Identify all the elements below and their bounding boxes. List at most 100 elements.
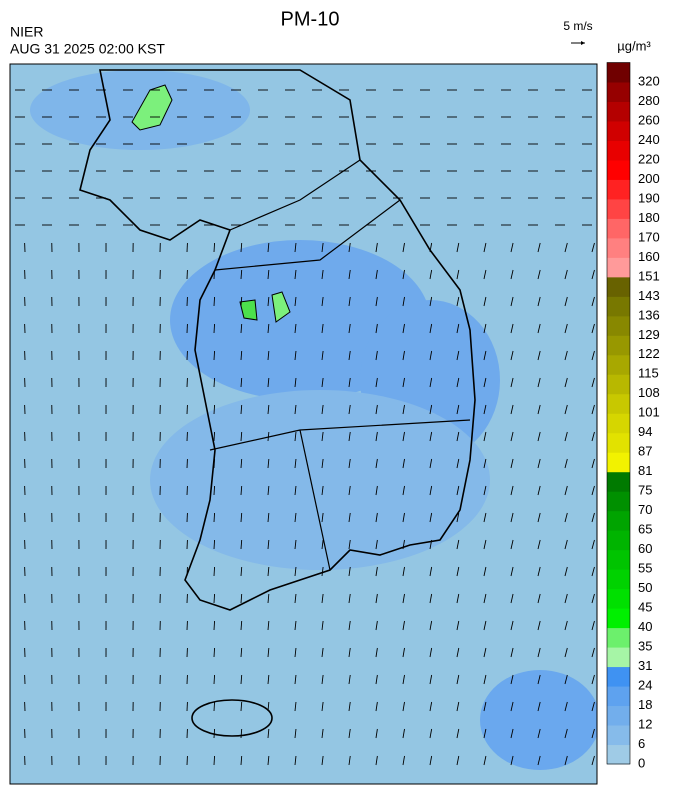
wind-arrow: [591, 404, 595, 415]
wind-arrow: [564, 647, 568, 658]
wind-arrow: [240, 620, 243, 631]
wind-arrow: [591, 377, 595, 388]
wind-arrow: [537, 539, 541, 550]
wind-arrow: [294, 620, 297, 631]
wind-arrow: [456, 431, 460, 442]
wind-arrow: [510, 350, 514, 361]
colorbar-segment: [607, 296, 630, 317]
wind-arrow: [348, 593, 351, 604]
wind-arrow: [375, 323, 378, 334]
colorbar-segment: [607, 471, 630, 492]
wind-arrow: [321, 512, 324, 523]
wind-arrow: [564, 458, 568, 469]
colorbar-tick-label: 143: [638, 288, 660, 303]
wind-arrow: [375, 539, 378, 550]
colorbar-tick-label: 108: [638, 385, 660, 400]
wind-arrow: [348, 431, 351, 442]
wind-arrow: [591, 296, 595, 307]
wind-arrow: [537, 377, 541, 388]
wind-arrow: [483, 755, 487, 766]
title: PM-10: [281, 8, 340, 30]
wind-arrow: [213, 296, 216, 307]
wind-arrow: [483, 593, 487, 604]
wind-arrow: [537, 404, 541, 415]
wind-arrow: [510, 242, 514, 253]
colorbar-tick-label: 87: [638, 444, 652, 459]
wind-arrow: [456, 674, 460, 685]
wind-arrow: [240, 755, 243, 766]
colorbar-tick-label: 115: [638, 366, 659, 381]
wind-arrow: [348, 674, 351, 685]
wind-arrow: [240, 350, 243, 361]
wind-arrow: [483, 404, 487, 415]
colorbar-segment: [607, 393, 630, 414]
wind-arrow: [402, 404, 405, 415]
colorbar-tick-label: 94: [638, 424, 652, 439]
wind-arrow: [402, 701, 405, 712]
wind-arrow: [294, 296, 297, 307]
wind-arrow: [240, 539, 243, 550]
wind-arrow: [402, 323, 405, 334]
wind-arrow: [213, 620, 216, 631]
wind-arrow: [537, 323, 541, 334]
colorbar-segment: [607, 413, 630, 434]
wind-arrow: [267, 485, 270, 496]
colorbar-segment: [607, 374, 630, 395]
wind-arrow: [321, 647, 324, 658]
colorbar-tick-label: 170: [638, 229, 660, 244]
wind-arrow: [267, 620, 270, 631]
wind-arrow: [537, 485, 541, 496]
wind-arrow: [510, 566, 514, 577]
wind-arrow: [456, 620, 460, 631]
wind-arrow: [294, 593, 297, 604]
wind-arrow: [564, 377, 568, 388]
wind-arrow: [591, 755, 595, 766]
colorbar-segment: [607, 686, 630, 707]
wind-arrow: [213, 458, 216, 469]
colorbar-segment: [607, 140, 630, 161]
wind-arrow: [483, 323, 487, 334]
wind-arrow: [375, 620, 378, 631]
wind-arrow: [375, 350, 378, 361]
wind-arrow: [429, 593, 433, 604]
wind-arrow: [429, 620, 433, 631]
wind-arrow: [348, 755, 351, 766]
wind-arrow: [564, 242, 568, 253]
jeju-island: [191, 699, 273, 737]
wind-arrow: [456, 458, 460, 469]
wind-arrow: [483, 539, 487, 550]
colorbar-segment: [607, 198, 630, 219]
wind-arrow: [456, 377, 460, 388]
wind-arrow: [348, 269, 351, 280]
wind-arrow: [429, 728, 433, 739]
wind-arrow: [213, 701, 216, 712]
colorbar-segment: [607, 179, 630, 200]
colorbar-segment: [607, 120, 630, 141]
wind-arrow: [294, 269, 297, 280]
wind-arrow: [537, 296, 541, 307]
wind-arrow: [375, 701, 378, 712]
wind-arrow: [348, 323, 351, 334]
wind-arrow: [456, 296, 460, 307]
wind-arrow: [267, 431, 270, 442]
wind-arrow: [483, 350, 487, 361]
wind-arrow: [564, 620, 568, 631]
colorbar-tick-label: 81: [638, 463, 652, 478]
wind-arrow: [537, 431, 541, 442]
colorbar-segment: [607, 354, 630, 375]
wind-arrow: [456, 647, 460, 658]
colorbar-segment: [607, 647, 630, 668]
wind-arrow: [537, 350, 541, 361]
wind-arrow: [402, 566, 405, 577]
wind-arrow: [267, 269, 270, 280]
colorbar-tick-label: 45: [638, 600, 652, 615]
wind-arrow: [564, 431, 568, 442]
wind-arrow: [321, 350, 324, 361]
wind-arrow: [537, 620, 541, 631]
wind-arrow: [483, 728, 487, 739]
wind-arrow: [483, 431, 487, 442]
wind-arrow: [537, 647, 541, 658]
wind-arrow: [510, 755, 514, 766]
wind-arrow: [456, 539, 460, 550]
wind-arrow: [402, 458, 405, 469]
